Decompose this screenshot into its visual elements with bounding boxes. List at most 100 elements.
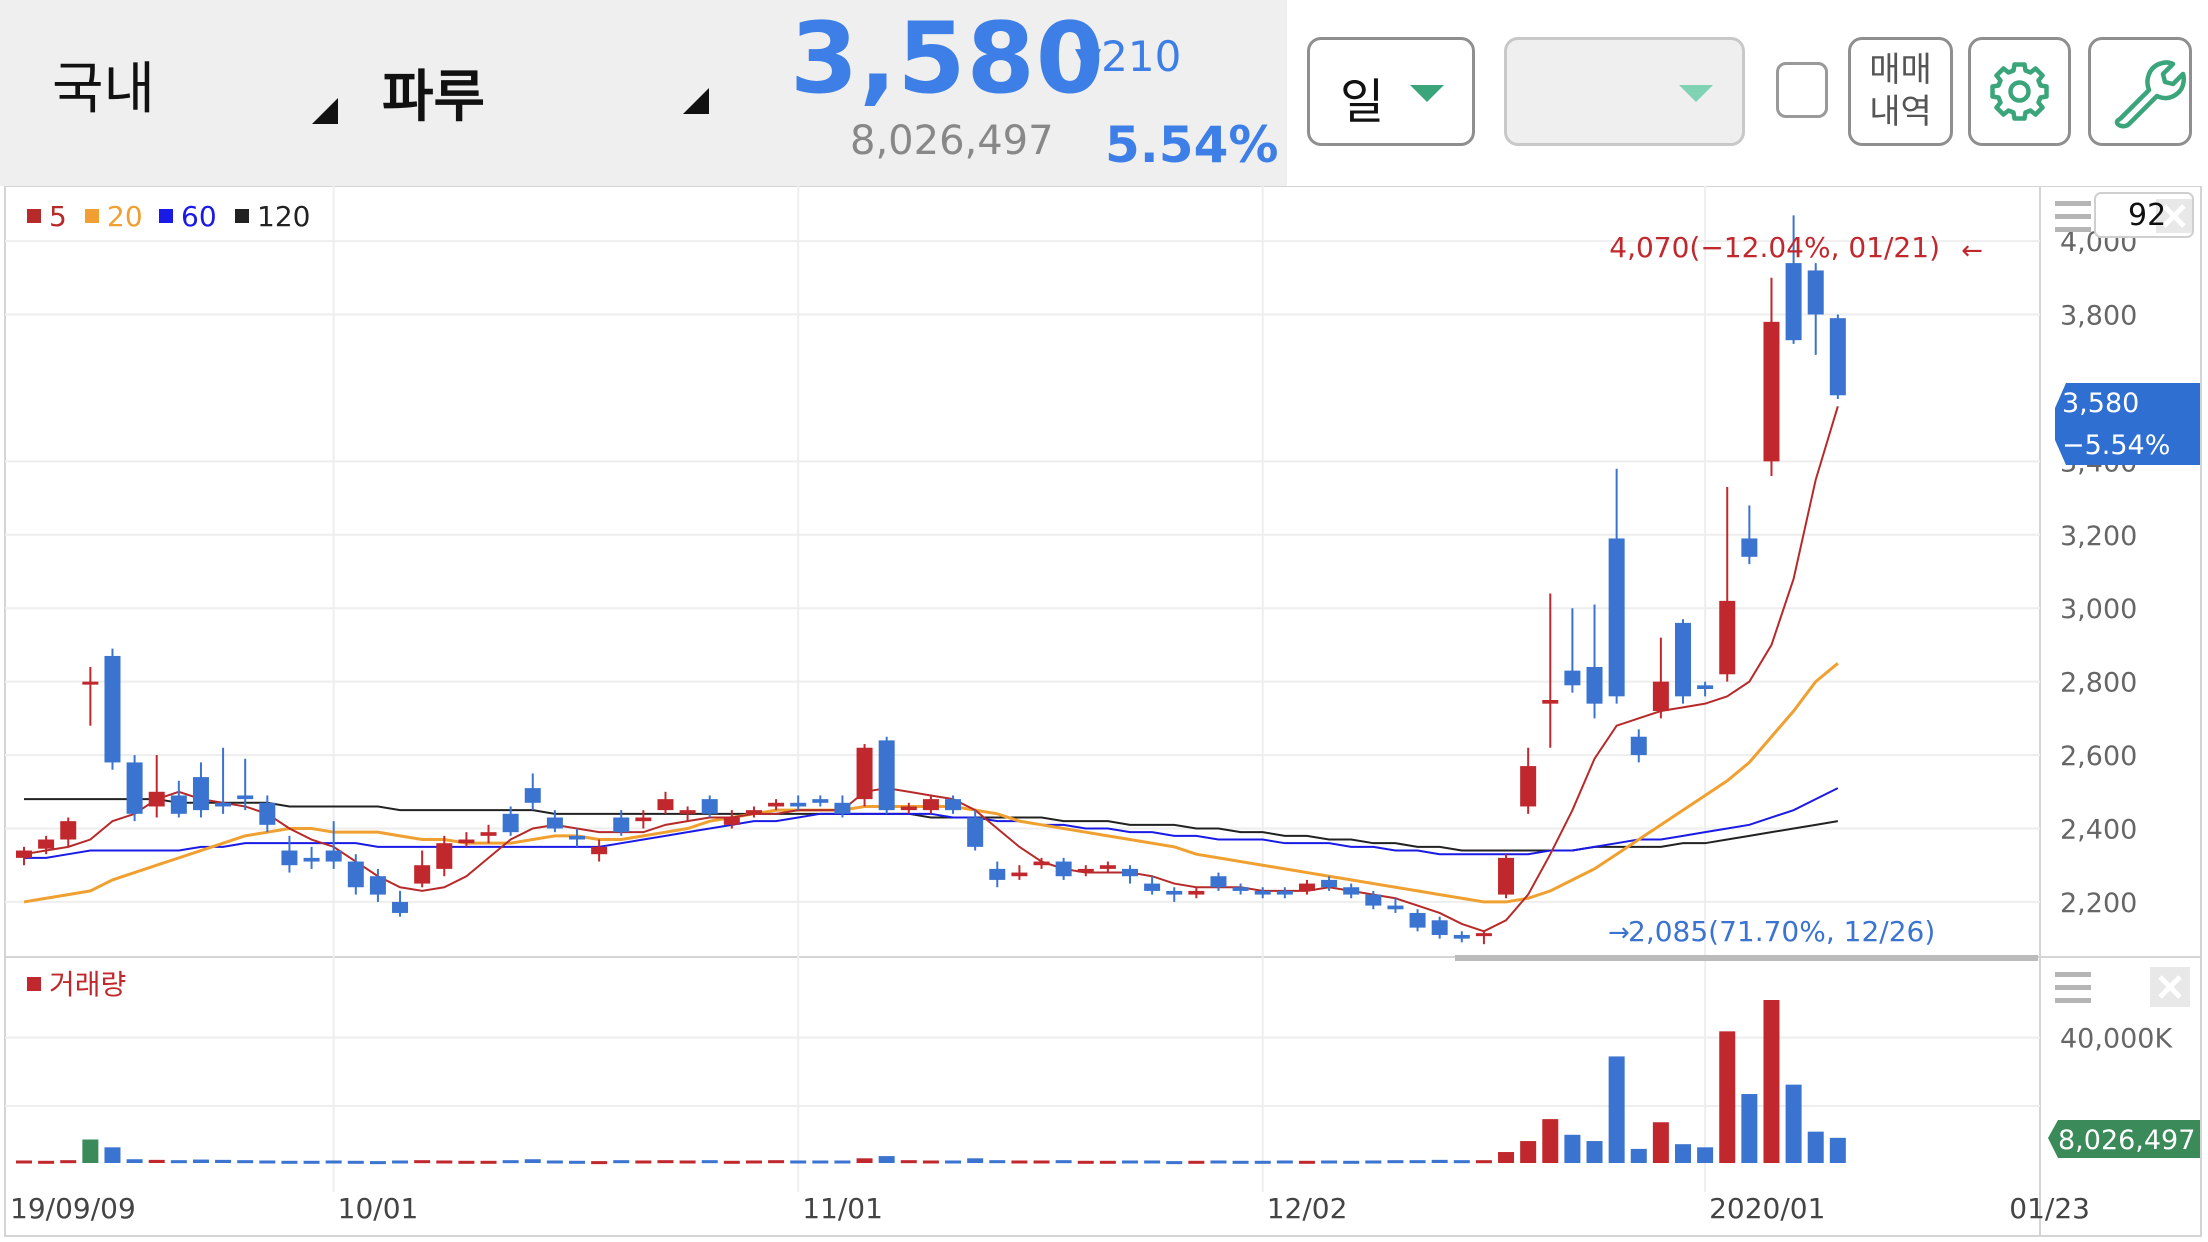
volume-bar <box>1276 1160 1293 1164</box>
volume-bar <box>569 1160 585 1164</box>
volume-bar <box>1630 1148 1647 1163</box>
candle-body <box>436 843 453 869</box>
candle-body <box>126 762 143 814</box>
volume-bar <box>878 1156 895 1163</box>
ma120-legend: 120 <box>257 200 310 233</box>
volume-bar <box>546 1160 563 1164</box>
candle-body <box>170 795 187 814</box>
volume-bar <box>192 1159 209 1163</box>
candle-body <box>16 850 32 858</box>
gear-icon <box>1990 62 2049 121</box>
candle-body <box>347 861 364 888</box>
settings-button[interactable] <box>1968 37 2071 146</box>
close-icon[interactable] <box>2162 204 2186 228</box>
trade-history-label-2: 내역 <box>1869 92 1932 132</box>
chart-border <box>4 186 2202 1237</box>
date-tick-label: 2020/01 <box>1709 1192 1825 1225</box>
volume-bar <box>1586 1141 1603 1163</box>
ma20-legend: 20 <box>107 200 143 233</box>
volume-bar <box>1475 1160 1492 1164</box>
candle-body <box>1564 670 1581 686</box>
price-tag-shape <box>2055 383 2200 465</box>
candle-body <box>1077 868 1094 873</box>
candle-body <box>480 832 497 836</box>
volume-bar <box>1763 1000 1780 1163</box>
volume-bar <box>635 1160 652 1164</box>
volume-bar <box>1807 1131 1824 1163</box>
chevron-down-icon <box>1679 85 1713 102</box>
low-annotation: → 2,085(71.70%, 12/26) <box>1608 915 1935 948</box>
price-tick-label: 3,200 <box>2060 521 2137 552</box>
candle-body <box>1719 600 1736 675</box>
date-tick-label: 11/01 <box>802 1192 883 1225</box>
zoom-box[interactable]: 92 <box>2094 192 2194 238</box>
market-selector[interactable]: 국내 <box>52 57 156 122</box>
price-menu-icon[interactable] <box>2055 201 2091 232</box>
candle-body <box>812 799 829 803</box>
candle-body <box>325 850 342 862</box>
candle-body <box>1144 883 1161 891</box>
volume-bar <box>1077 1160 1094 1164</box>
stock-dropdown-icon[interactable] <box>683 88 709 114</box>
volume-bar <box>104 1147 121 1163</box>
candle-body <box>1608 538 1625 697</box>
high-label: 4,070(−12.04%, 01/21) <box>1609 231 1940 264</box>
candle-body <box>900 806 917 811</box>
volume-swatch <box>27 977 41 991</box>
candle-body <box>392 901 409 913</box>
period-dropdown[interactable]: 일 <box>1307 37 1475 146</box>
volume-bar <box>1343 1160 1360 1164</box>
trade-history-button[interactable]: 매매 내역 <box>1848 37 1953 146</box>
volume-bar <box>613 1160 630 1164</box>
candle-body <box>1763 321 1780 462</box>
volume-bar <box>237 1160 254 1164</box>
volume-menu-icon[interactable] <box>2055 972 2091 1003</box>
volume-bar <box>1099 1160 1116 1164</box>
candle-body <box>1166 890 1183 895</box>
volume-bar <box>170 1160 187 1164</box>
stock-name[interactable]: 파루 <box>382 65 486 130</box>
volume-bar <box>502 1160 519 1164</box>
volume-bar <box>1188 1160 1205 1164</box>
candle-body <box>192 777 209 811</box>
left-arrow-icon: ← <box>1961 236 1983 266</box>
volume-bar <box>1520 1141 1537 1163</box>
candle-body <box>1254 890 1271 895</box>
volume-bar <box>347 1160 364 1164</box>
change-value: 210 <box>1101 32 1182 81</box>
market-dropdown-icon[interactable] <box>312 98 338 124</box>
volume-bar <box>1431 1159 1448 1163</box>
volume-close-button[interactable] <box>2150 967 2190 1007</box>
volume-bar <box>1122 1160 1138 1164</box>
volume-bar <box>1365 1160 1382 1164</box>
volume-bar <box>745 1160 762 1164</box>
last-price-label: 3,580 <box>2062 388 2139 419</box>
candle-body <box>1011 872 1028 877</box>
date-tick-label: 10/01 <box>338 1192 419 1225</box>
volume-bar <box>1011 1160 1028 1164</box>
candle-body <box>1785 263 1802 341</box>
volume-bar <box>259 1160 276 1164</box>
trade-history-label-1: 매매 <box>1869 50 1932 90</box>
date-tick-label: 01/23 <box>2009 1192 2090 1225</box>
indicator-dropdown[interactable] <box>1504 37 1745 146</box>
volume-bar <box>1652 1122 1669 1163</box>
high-annotation: 4,070(−12.04%, 01/21) ← <box>1609 231 1983 266</box>
ma5-legend: 5 <box>49 200 67 233</box>
price-change: ▼210 <box>1075 32 1181 81</box>
volume-bar <box>303 1160 320 1164</box>
tools-button[interactable] <box>2088 37 2192 146</box>
close-icon[interactable] <box>2158 975 2182 999</box>
volume-bar <box>82 1139 99 1163</box>
candle-body <box>856 747 873 800</box>
option-checkbox[interactable] <box>1776 62 1828 118</box>
last-volume-tag: 8,026,497 <box>2048 1120 2200 1158</box>
ma60-legend: 60 <box>181 200 217 233</box>
candle-body <box>723 817 740 825</box>
last-volume-label: 8,026,497 <box>2058 1125 2195 1156</box>
volume-bar <box>989 1160 1006 1164</box>
price-tick-label: 2,600 <box>2060 741 2137 772</box>
volume-bar <box>436 1160 453 1164</box>
stock-chart[interactable]: 5 20 60 120 거래량 4,0003,8003,4003,2003,00… <box>0 186 2208 1242</box>
candle-body <box>1829 318 1846 396</box>
